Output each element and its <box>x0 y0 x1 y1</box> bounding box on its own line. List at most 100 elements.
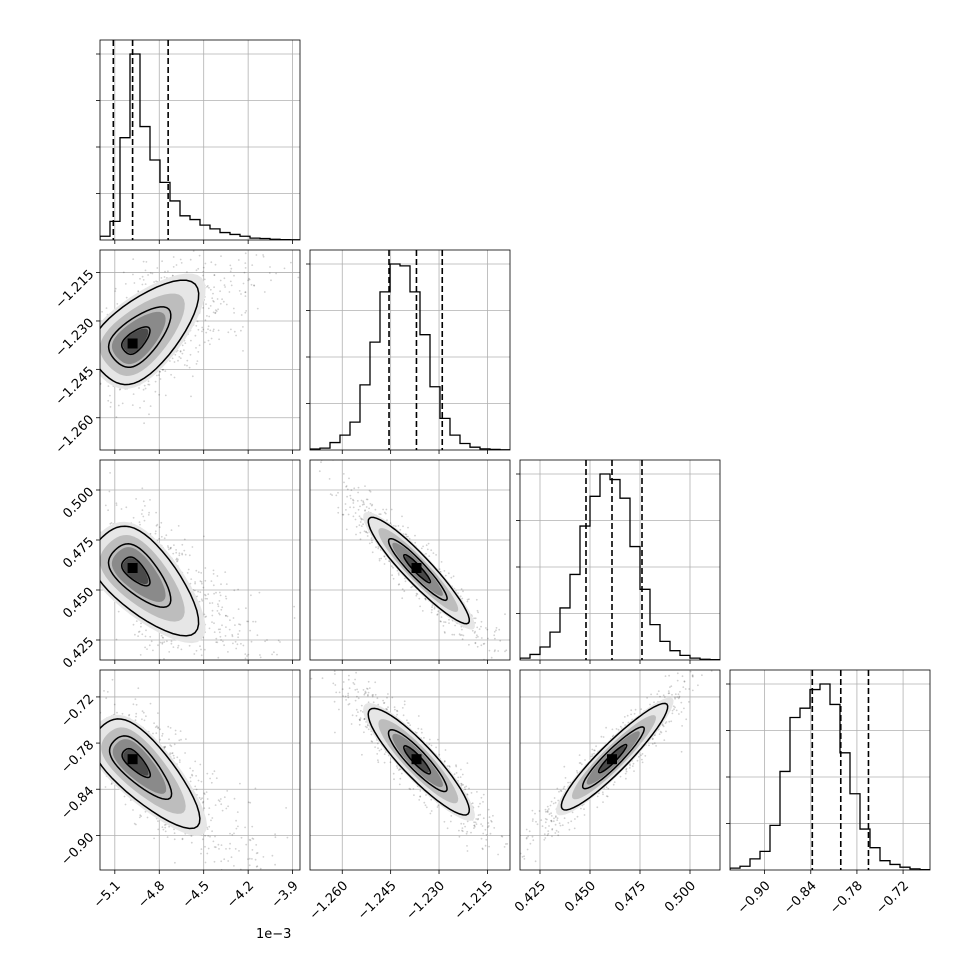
sample-point <box>461 773 464 776</box>
sample-point <box>297 276 300 279</box>
sample-point <box>421 610 424 612</box>
sample-point <box>144 269 147 272</box>
sample-point <box>199 763 202 766</box>
sample-point <box>425 552 427 555</box>
sample-point <box>19 477 21 479</box>
sample-point <box>55 525 57 527</box>
sample-point <box>212 328 215 331</box>
sample-point <box>377 703 380 706</box>
sample-point <box>229 619 231 622</box>
sample-point <box>132 809 134 811</box>
sample-point <box>234 624 236 626</box>
sample-point <box>109 522 112 525</box>
sample-point <box>65 527 67 529</box>
sample-point <box>56 702 58 704</box>
sample-point <box>482 801 484 803</box>
sample-point <box>480 644 483 647</box>
sample-point <box>243 271 246 274</box>
sample-point <box>348 687 351 690</box>
sample-point <box>470 831 472 834</box>
sample-point <box>347 692 350 695</box>
sample-point <box>580 807 582 810</box>
sample-point <box>414 541 417 544</box>
sample-point <box>506 843 509 845</box>
sample-point <box>579 762 582 764</box>
sample-point <box>365 530 367 533</box>
sample-point <box>365 498 368 501</box>
sample-point <box>194 334 197 337</box>
sample-point <box>499 639 502 642</box>
sample-point <box>668 692 671 694</box>
sample-point <box>221 624 223 627</box>
sample-point <box>179 350 182 353</box>
sample-point <box>473 824 476 827</box>
sample-point <box>145 715 147 718</box>
sample-point <box>66 368 68 370</box>
sample-point <box>200 852 202 855</box>
sample-point <box>347 703 350 706</box>
sample-point <box>134 698 137 700</box>
sample-point <box>200 598 203 601</box>
sample-point <box>96 569 98 571</box>
sample-point <box>115 502 118 505</box>
sample-point <box>247 665 249 667</box>
sample-point <box>383 753 386 755</box>
sample-point <box>129 799 132 801</box>
sample-point <box>163 537 166 540</box>
sample-point <box>161 735 164 737</box>
sample-point <box>593 749 595 752</box>
sample-point <box>111 678 114 681</box>
sample-point <box>320 461 322 464</box>
sample-point <box>79 365 81 367</box>
sample-point <box>174 733 177 735</box>
sample-point <box>464 825 466 828</box>
sample-point <box>443 570 446 572</box>
sample-point <box>172 266 175 268</box>
sample-point <box>364 725 367 728</box>
sample-point <box>672 705 675 708</box>
sample-point <box>35 683 37 685</box>
sample-point <box>337 506 340 509</box>
sample-point <box>389 761 392 764</box>
sample-point <box>364 485 366 487</box>
sample-point <box>354 678 356 681</box>
y-tick-label: −1.215 <box>53 267 98 312</box>
sample-point <box>466 830 469 833</box>
sample-point <box>184 342 187 344</box>
sample-point <box>544 837 547 839</box>
sample-point <box>440 561 443 563</box>
sample-point <box>221 682 223 684</box>
sample-point <box>149 499 151 501</box>
sample-point <box>352 682 355 684</box>
sample-point <box>197 571 200 574</box>
sample-point <box>415 592 418 595</box>
sample-point <box>363 693 366 696</box>
sample-point <box>159 371 161 373</box>
sample-point <box>90 343 92 345</box>
sample-point <box>293 617 296 619</box>
sample-point <box>458 829 460 832</box>
sample-point <box>427 542 430 545</box>
sample-point <box>360 518 363 521</box>
sample-point <box>301 692 303 694</box>
sample-point <box>240 293 242 295</box>
sample-point <box>480 625 482 628</box>
sample-point <box>397 572 400 575</box>
sample-point <box>45 671 47 673</box>
sample-point <box>181 543 184 546</box>
sample-point <box>213 622 215 625</box>
sample-point <box>678 713 680 715</box>
sample-point <box>544 827 547 829</box>
sample-point <box>361 518 363 520</box>
sample-point <box>437 804 440 807</box>
sample-point <box>110 782 113 785</box>
sample-point <box>364 690 367 693</box>
sample-point <box>448 618 450 621</box>
sample-point <box>207 847 210 850</box>
sample-point <box>15 371 17 373</box>
sample-point <box>466 598 469 601</box>
sample-point <box>206 285 209 287</box>
sample-point <box>268 272 271 274</box>
sample-point <box>351 714 354 717</box>
sample-point <box>653 701 655 704</box>
